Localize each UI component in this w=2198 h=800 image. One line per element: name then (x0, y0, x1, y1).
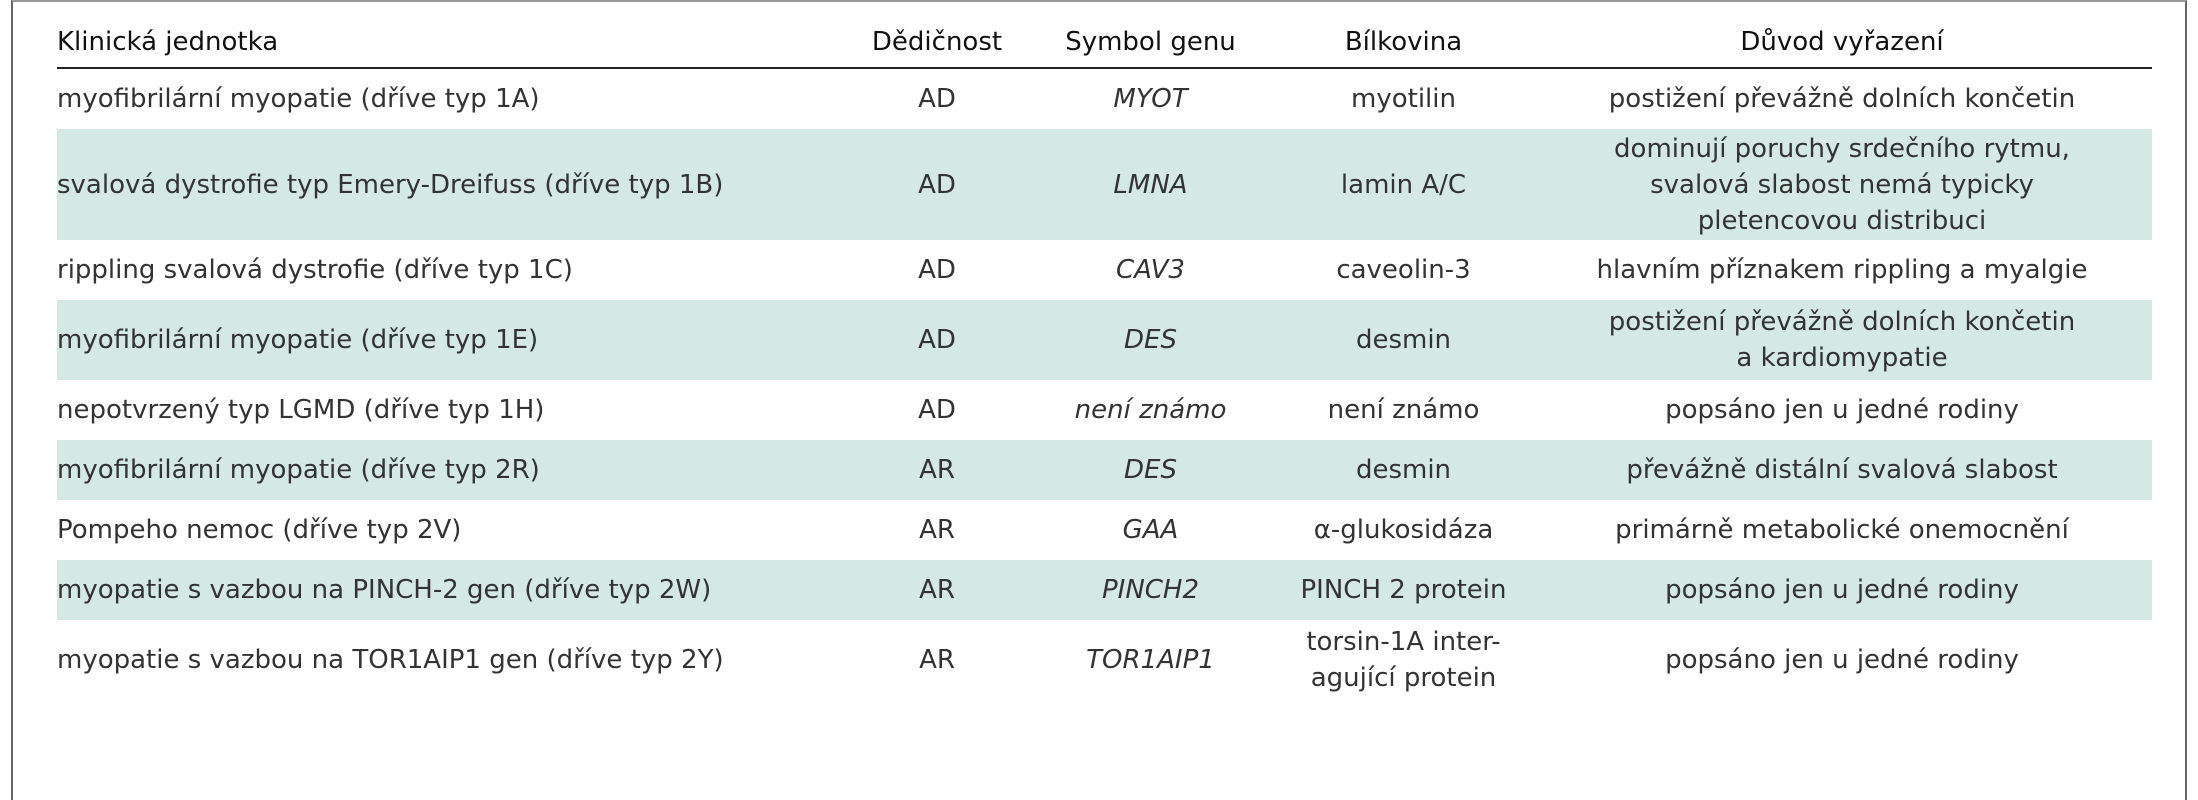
cell-line: svalová slabost nemá typicky (1650, 169, 2034, 200)
table: Klinická jednotka Dědičnost Symbol genu Bíl… (57, 17, 2152, 700)
table-cell: dominují poruchy srdečního rytmu, svalová… (1532, 129, 2152, 240)
table-cell: myopatie s vazbou na PINCH-2 gen (dříve … (57, 560, 848, 620)
cell-line: agující protein (1310, 663, 1497, 693)
table-cell: desmin (1275, 300, 1532, 380)
table-cell: popsáno jen u jedné rodiny (1532, 560, 2152, 620)
table-cell: myopatie s vazbou na TOR1AIP1 gen (dříve… (57, 645, 724, 675)
table-cell: α-glukosidáza (1313, 515, 1494, 545)
table-cell: myofibrilární myopatie (dříve typ 1E) (57, 300, 848, 380)
table-cell: caveolin-3 (1336, 255, 1471, 285)
table-cell: popsáno jen u jedné rodiny (1665, 395, 2019, 425)
table-cell: AR (919, 515, 955, 545)
table-cell: AD (848, 300, 1026, 380)
table-cell: AR (848, 440, 1026, 500)
cell-line: a kardiomypatie (1736, 343, 1948, 373)
table-cell: lamin A/C (1275, 129, 1532, 240)
table-cell: torsin-1A inter-agující protein (1275, 620, 1532, 700)
table-cell: PINCH 2 protein (1275, 560, 1532, 620)
table-cell: PINCH2 (1026, 560, 1275, 620)
table-row: myopatie s vazbou na PINCH-2 gen (dříve … (57, 560, 2152, 620)
table-cell: popsáno jen u jedné rodiny (1665, 645, 2019, 675)
table-cell: CAV3 (1116, 255, 1185, 285)
table-cell: postižení převážně dolních končetin a kar… (1532, 300, 2152, 380)
frame (11, 0, 2187, 800)
table-cell: TOR1AIP1 (1086, 645, 1215, 675)
table-row: Pompeho nemoc (dříve typ 2V) AR GAA α-gluko… (57, 500, 2152, 560)
header-cell: Klinická jednotka (57, 17, 848, 69)
table-cell: AD (848, 129, 1026, 240)
table-row: myofibrilární myopatie (dříve typ 2R) AR D… (57, 440, 2152, 500)
table-row: rippling svalová dystrofie (dříve typ 1C… (57, 240, 2152, 300)
table-cell: AD (918, 395, 956, 425)
table-cell: AD (918, 84, 956, 114)
table-row: myofibrilární myopatie (dříve typ 1E) AD D… (57, 300, 2152, 380)
table-cell: Pompeho nemoc (dříve typ 2V) (57, 515, 462, 545)
cell-line: dominují poruchy srdečního rytmu, (1614, 133, 2070, 164)
table-cell: LMNA (1026, 129, 1275, 240)
table-cell: AD (918, 255, 956, 285)
table-cell: AR (848, 560, 1026, 620)
table-cell: DES (1026, 300, 1275, 380)
cell-line: torsin-1A inter- (1306, 627, 1501, 657)
table-cell: GAA (1122, 515, 1179, 545)
table-row: svalová dystrofie typ Emery-Dreifuss (dř… (57, 129, 2152, 240)
header-cell: Bílkovina (1275, 17, 1532, 69)
header-row: Klinická jednotka Dědičnost Symbol genu Bíl… (57, 17, 2152, 69)
table-cell: postižení převážně dolních končetin (1608, 84, 2076, 114)
table-cell: AR (919, 645, 955, 675)
table-cell: myotilin (1351, 84, 1456, 114)
table-cell: převážně distální svalová slabost (1532, 440, 2152, 500)
table-cell: není známo (1327, 395, 1480, 425)
table-cell: DES (1026, 440, 1275, 500)
header-cell: Důvod vyřazení (1532, 17, 2152, 69)
table-cell: desmin (1275, 440, 1532, 500)
table-body: myofibrilární myopatie (dříve typ 1A) AD M… (57, 68, 2152, 700)
header-cell: Dědičnost (848, 17, 1026, 69)
cell-line: postižení převážně dolních končetin (1608, 307, 2076, 337)
table-cell: myofibrilární myopatie (dříve typ 1A) (57, 84, 540, 114)
table-cell: rippling svalová dystrofie (dříve typ 1C… (57, 255, 573, 285)
table-cell: svalová dystrofie typ Emery-Dreifuss (dř… (57, 129, 848, 240)
table-cell: nepotvrzený typ LGMD (dříve typ 1H) (57, 395, 545, 425)
table-cell: není známo (1074, 395, 1227, 425)
table-cell: myofibrilární myopatie (dříve typ 2R) (57, 440, 848, 500)
header-cell: Symbol genu (1026, 17, 1275, 69)
table-cell: primárně metabolické onemocnění (1615, 515, 2069, 545)
table-cell: hlavním příznakem rippling a myalgie (1596, 255, 2088, 285)
table-cell: MYOT (1113, 84, 1188, 114)
table-row: nepotvrzený typ LGMD (dříve typ 1H) AD nen… (57, 380, 2152, 440)
table-row: myofibrilární myopatie (dříve typ 1A) AD M… (57, 68, 2152, 129)
table-row: myopatie s vazbou na TOR1AIP1 gen (dříve… (57, 620, 2152, 700)
cell-line: pletencovou distribuci (1697, 205, 1987, 236)
